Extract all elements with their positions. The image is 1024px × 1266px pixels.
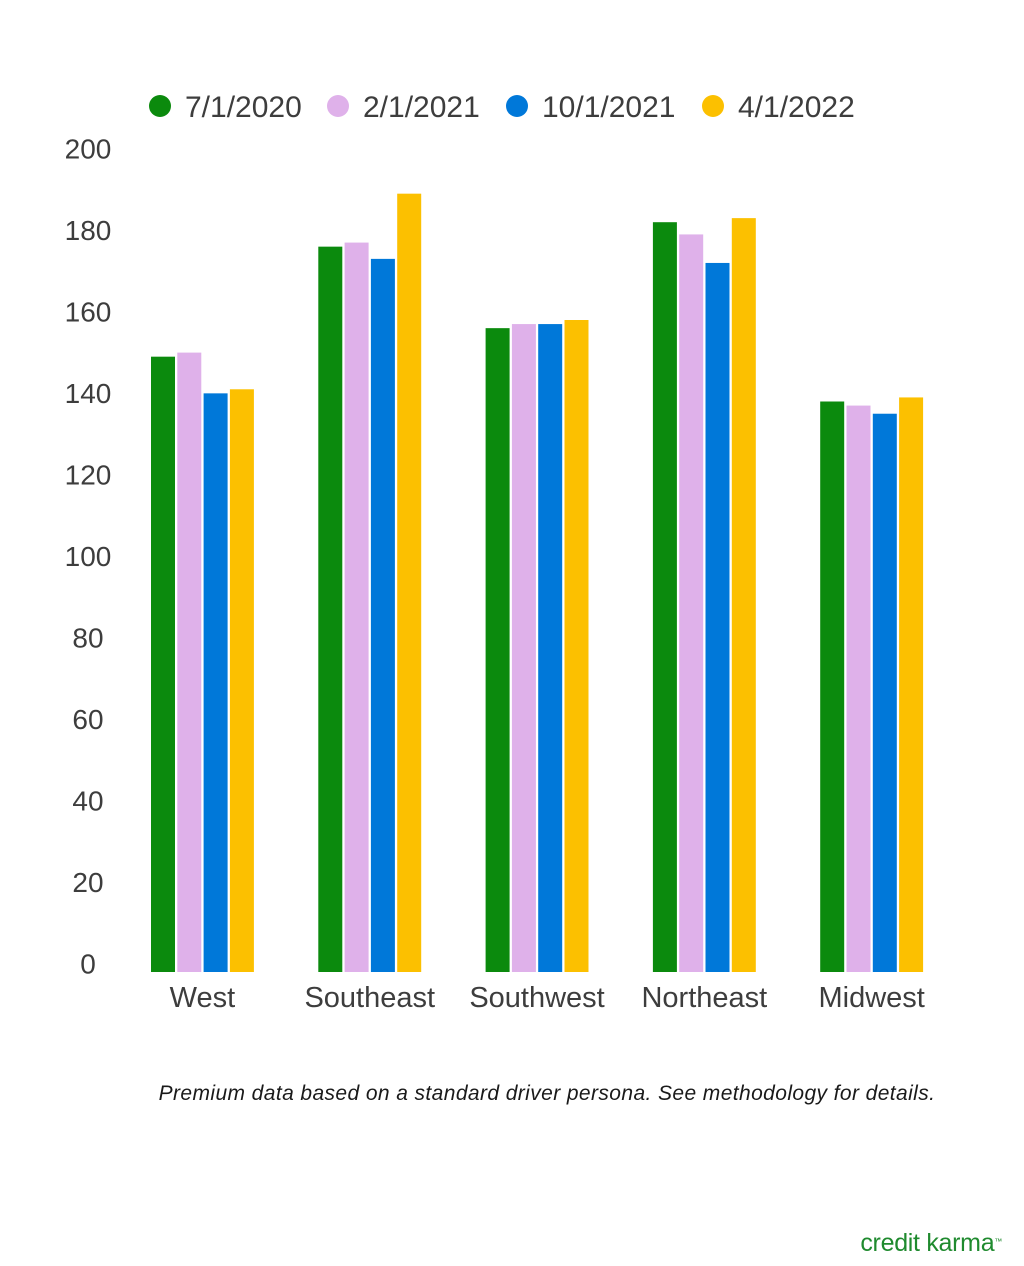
footnote: Premium data based on a standard driver … — [158, 1082, 936, 1105]
bar-southeast-10-1-2021 — [370, 258, 395, 972]
bar-west-2-1-2021 — [177, 352, 202, 973]
y-tick-label-160: 160 — [65, 297, 112, 328]
legend-label-10-1-2021: 10/1/2021 — [542, 91, 675, 124]
bar-west-4-1-2022 — [229, 389, 254, 972]
bar-west-7-1-2020 — [151, 356, 175, 972]
bar-northeast-4-1-2022 — [731, 218, 756, 972]
x-tick-label-southeast: Southeast — [304, 982, 435, 1014]
y-tick-label-120: 120 — [65, 460, 112, 491]
trademark-mark: ™ — [994, 1237, 1002, 1246]
legend-swatch-2-1-2021 — [327, 95, 349, 117]
y-tick-label-80: 80 — [72, 623, 103, 654]
legend-swatch-10-1-2021 — [506, 95, 528, 117]
x-tick-label-southwest: Southwest — [469, 982, 604, 1014]
y-tick-label-40: 40 — [72, 786, 103, 817]
bar-midwest-2-1-2021 — [846, 405, 871, 972]
legend-label-2-1-2021: 2/1/2021 — [363, 91, 480, 124]
bar-midwest-7-1-2020 — [820, 401, 845, 972]
bar-northeast-7-1-2020 — [652, 222, 677, 972]
x-axis: West Southeast Southwest Northeast Midwest — [170, 982, 925, 1014]
legend-label-7-1-2020: 7/1/2020 — [185, 91, 302, 124]
bar-midwest-10-1-2021 — [872, 413, 897, 973]
legend-label-4-1-2022: 4/1/2022 — [738, 91, 855, 124]
bar-midwest-4-1-2022 — [899, 397, 924, 972]
bar-southwest-4-1-2022 — [564, 320, 589, 972]
bar-southwest-2-1-2021 — [511, 324, 536, 972]
x-tick-label-northeast: Northeast — [641, 982, 767, 1014]
x-tick-label-midwest: Midwest — [818, 982, 924, 1014]
legend-item-4-1-2022: 4/1/2022 — [702, 91, 855, 124]
bar-northeast-10-1-2021 — [705, 262, 730, 972]
y-tick-label-60: 60 — [72, 704, 103, 735]
chart-legend: 7/1/2020 2/1/2021 10/1/2021 4/1/2022 — [149, 91, 855, 124]
bars-group — [151, 193, 924, 973]
legend-item-7-1-2020: 7/1/2020 — [149, 91, 302, 124]
y-tick-label-200: 200 — [65, 134, 112, 165]
brand-name: credit karma — [860, 1229, 995, 1257]
bar-chart: 7/1/2020 2/1/2021 10/1/2021 4/1/2022 0 20 40 6… — [65, 91, 925, 1014]
bar-west-10-1-2021 — [203, 393, 228, 973]
y-tick-label-100: 100 — [65, 541, 112, 572]
legend-item-2-1-2021: 2/1/2021 — [327, 91, 480, 124]
legend-item-10-1-2021: 10/1/2021 — [506, 91, 675, 124]
y-tick-label-140: 140 — [65, 378, 112, 409]
y-tick-label-0: 0 — [80, 949, 96, 980]
legend-swatch-4-1-2022 — [702, 95, 724, 117]
legend-swatch-7-1-2020 — [149, 95, 171, 117]
bar-southwest-7-1-2020 — [485, 328, 510, 972]
x-tick-label-west: West — [170, 982, 236, 1014]
bar-southeast-7-1-2020 — [318, 246, 343, 972]
y-axis: 0 20 40 60 80 100 120 140 160 180 200 — [65, 134, 112, 980]
y-tick-label-20: 20 — [72, 867, 103, 898]
bar-southeast-4-1-2022 — [397, 193, 422, 973]
bar-northeast-2-1-2021 — [679, 234, 704, 973]
credit-karma-logo: credit karma™ — [860, 1229, 1002, 1258]
y-tick-label-180: 180 — [65, 215, 112, 246]
bar-southeast-2-1-2021 — [344, 242, 369, 972]
bar-southwest-10-1-2021 — [538, 324, 563, 972]
